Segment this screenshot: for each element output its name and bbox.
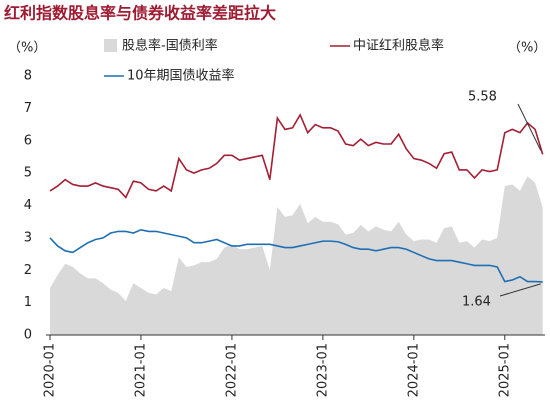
y-tick-label: 8 (24, 69, 32, 84)
y-tick-label: 4 (24, 198, 32, 213)
annotation: 1.64 (462, 295, 491, 310)
y-tick-label: 3 (24, 230, 32, 245)
series-line (49, 113, 544, 199)
series-line (49, 228, 543, 283)
chart-title: 红利指数股息率与债券收益率差距拉大 (4, 4, 276, 23)
x-tick-label: 2023-01 (315, 343, 330, 397)
x-tick-label: 2020-01 (43, 343, 58, 397)
x-tick-label: 2024-01 (406, 343, 421, 397)
legend-label: 股息率-国债利率 (122, 38, 218, 54)
annotation-leader (499, 283, 541, 297)
y-tick-label: 5 (24, 166, 32, 181)
legend-label: 中证红利股息率 (353, 38, 444, 54)
x-tick-label: 2021-01 (133, 343, 148, 397)
y-tick-label: 2 (24, 263, 32, 278)
x-tick-label: 2025-01 (497, 343, 512, 397)
y-tick-label: 7 (24, 101, 32, 116)
annotation-leader (517, 103, 542, 151)
legend-label: 10年期国债收益率 (127, 68, 235, 84)
legend-swatch (104, 39, 117, 52)
spread-area (50, 176, 543, 335)
y-tick-label: 6 (24, 133, 32, 148)
x-tick-label: 2022-01 (224, 343, 239, 397)
y-axis-label: （%） (8, 41, 46, 56)
y-tick-label: 0 (24, 328, 32, 343)
y-tick-label: 1 (24, 295, 32, 310)
y2-axis-label: （%） (508, 41, 546, 56)
annotation: 5.58 (468, 90, 497, 105)
